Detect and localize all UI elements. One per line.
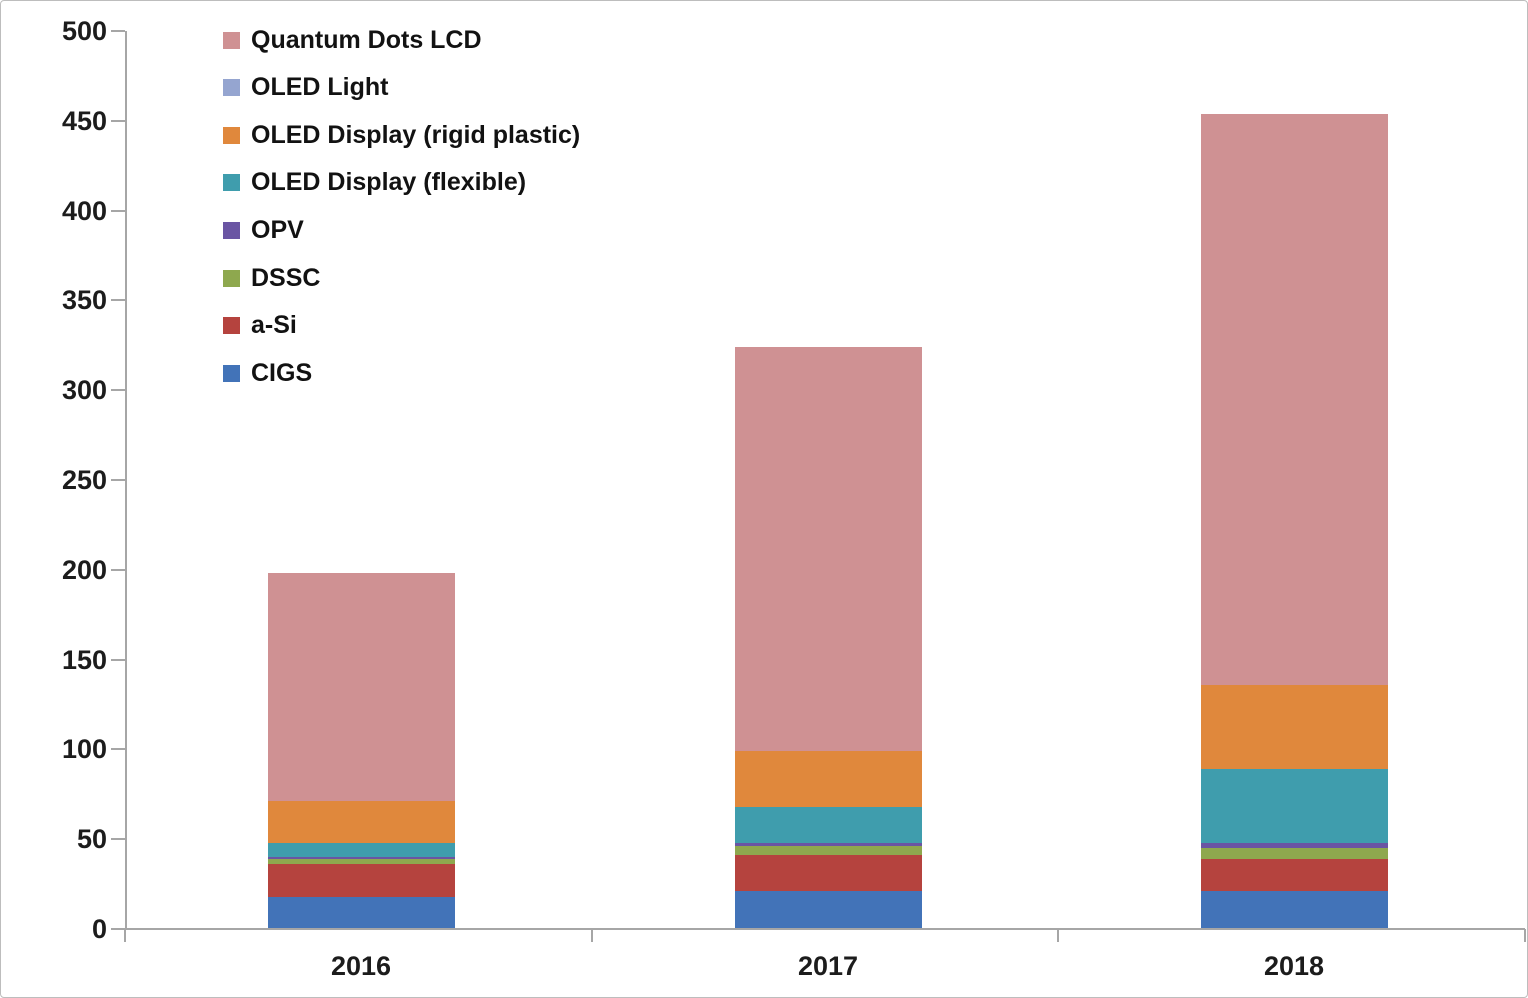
bar-segment-opv-2018	[1200, 842, 1388, 849]
bar-segment-oled-display-rigid-plastic-2018	[1200, 684, 1388, 770]
legend-swatch-oled-display-flexible	[223, 174, 240, 192]
bar-segment-cigs-2017	[734, 891, 922, 929]
legend-label-a-si: a-Si	[251, 311, 297, 340]
legend-label-dssc: DSSC	[251, 263, 321, 292]
bar-segment-oled-display-flexible-2018	[1200, 769, 1388, 843]
bar-segment-opv-2017	[734, 842, 922, 847]
bar-segment-cigs-2018	[1200, 891, 1388, 929]
bar-segment-quantum-dots-lcd-2018	[1200, 113, 1388, 685]
legend-swatch-opv	[223, 221, 240, 239]
legend-item-oled-display-rigid-plastic: OLED Display (rigid plastic)	[223, 122, 580, 148]
bar-segment-dssc-2016	[267, 858, 455, 865]
bar-segment-oled-display-flexible-2016	[267, 842, 455, 858]
legend-label-oled-light: OLED Light	[251, 73, 389, 102]
x-axis-label-2017: 2017	[797, 951, 859, 981]
y-axis-tick	[111, 209, 125, 212]
y-axis-tick-label: 500	[61, 16, 107, 46]
bar-segment-oled-display-rigid-plastic-2016	[267, 801, 455, 843]
y-axis-tick-label: 200	[61, 554, 107, 585]
bar-segment-quantum-dots-lcd-2017	[734, 347, 922, 752]
y-axis-tick-label: 450	[61, 105, 107, 136]
y-axis-line	[125, 31, 127, 929]
x-axis-category-tick	[590, 929, 593, 942]
legend-item-oled-light: OLED Light	[223, 75, 388, 101]
y-axis-tick-label: 150	[61, 644, 107, 675]
y-axis-tick-label: 350	[61, 285, 107, 316]
legend-swatch-cigs	[223, 364, 240, 382]
bar-segment-cigs-2016	[267, 896, 455, 929]
legend-item-cigs: CIGS	[223, 360, 312, 386]
y-axis-tick	[111, 928, 125, 930]
legend-swatch-oled-display-rigid-plastic	[223, 126, 240, 144]
y-axis-tick-label: 400	[61, 195, 107, 226]
x-axis-category-tick	[1057, 929, 1060, 942]
legend-label-oled-display-rigid-plastic: OLED Display (rigid plastic)	[251, 120, 581, 149]
y-axis-tick-label: 300	[61, 375, 107, 406]
legend-item-oled-display-flexible: OLED Display (flexible)	[223, 170, 526, 196]
legend-item-opv: OPV	[223, 217, 304, 243]
bar-segment-oled-display-rigid-plastic-2017	[734, 751, 922, 807]
bar-segment-opv-2016	[267, 857, 455, 859]
x-axis-category-tick	[1524, 929, 1526, 942]
legend-swatch-oled-light	[223, 79, 240, 97]
legend-swatch-a-si	[223, 317, 240, 335]
y-axis-tick	[111, 119, 125, 122]
y-axis-tick	[111, 389, 125, 392]
y-axis-tick-label: 250	[61, 465, 107, 495]
x-axis-label-2016: 2016	[330, 951, 392, 981]
legend-label-oled-display-flexible: OLED Display (flexible)	[251, 168, 527, 197]
y-axis-tick	[111, 568, 125, 571]
legend-item-a-si: a-Si	[223, 313, 297, 339]
y-axis-tick	[111, 748, 125, 751]
legend-label-cigs: CIGS	[251, 358, 313, 387]
y-axis-tick-label: 50	[76, 824, 107, 855]
legend-label-opv: OPV	[251, 215, 304, 244]
legend-item-quantum-dots-lcd: Quantum Dots LCD	[223, 27, 482, 53]
bar-segment-dssc-2018	[1200, 848, 1388, 859]
bar-segment-a-si-2017	[734, 855, 922, 892]
x-axis-category-tick	[124, 929, 126, 942]
legend-swatch-quantum-dots-lcd	[223, 31, 240, 49]
x-axis-line	[111, 928, 1525, 930]
legend-swatch-dssc	[223, 269, 240, 287]
y-axis-tick	[111, 838, 125, 841]
legend-item-dssc: DSSC	[223, 265, 320, 291]
y-axis-tick	[111, 299, 125, 302]
y-axis-tick	[111, 30, 125, 32]
y-axis-tick-label: 0	[91, 914, 107, 944]
legend-label-quantum-dots-lcd: Quantum Dots LCD	[251, 25, 482, 54]
x-axis-label-2018: 2018	[1263, 951, 1325, 981]
y-axis-tick	[111, 479, 125, 481]
bar-segment-oled-display-flexible-2017	[734, 806, 922, 843]
y-axis-tick	[111, 658, 125, 661]
bar-segment-dssc-2017	[734, 846, 922, 856]
bar-segment-a-si-2016	[267, 864, 455, 897]
y-axis-tick-label: 100	[61, 734, 107, 765]
bar-segment-quantum-dots-lcd-2016	[267, 573, 455, 802]
bar-segment-a-si-2018	[1200, 858, 1388, 892]
